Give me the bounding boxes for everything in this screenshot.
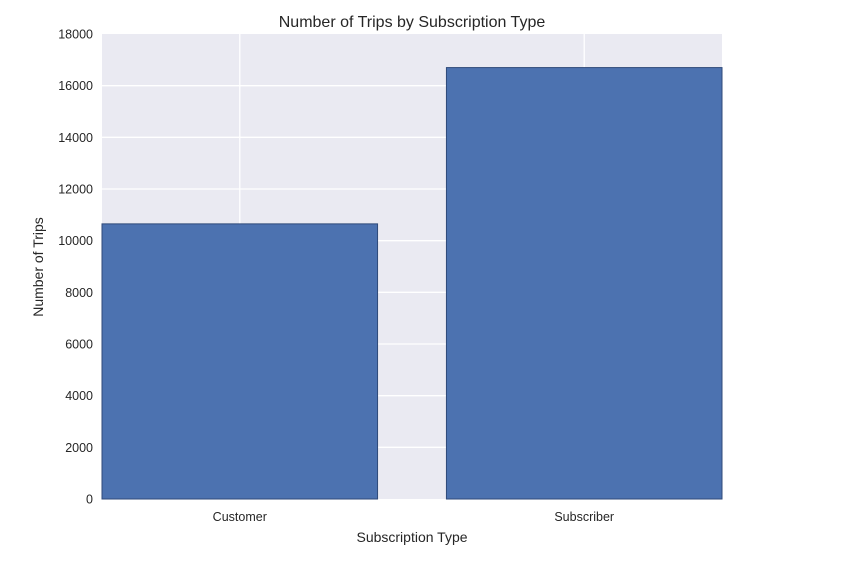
x-axis-label: Subscription Type	[356, 529, 467, 545]
x-tick-label: Customer	[213, 510, 267, 524]
y-tick-label: 16000	[58, 79, 93, 93]
y-tick-label: 0	[86, 493, 93, 507]
bar-customer	[101, 223, 379, 500]
y-tick-label: 14000	[58, 131, 93, 145]
x-axis-ticks: Customer Subscriber	[213, 510, 614, 524]
y-tick-label: 10000	[58, 234, 93, 248]
y-tick-label: 12000	[58, 183, 93, 197]
y-axis-ticks: 0 2000 4000 6000 8000 10000 12000 14000 16000 180…	[58, 28, 93, 507]
y-tick-label: 18000	[58, 28, 93, 42]
bar-subscriber	[445, 67, 723, 500]
y-tick-label: 6000	[65, 338, 93, 352]
y-tick-label: 8000	[65, 286, 93, 300]
chart-title: Number of Trips by Subscription Type	[279, 14, 546, 31]
bars	[101, 67, 723, 500]
y-tick-label: 4000	[65, 389, 93, 403]
y-tick-label: 2000	[65, 441, 93, 455]
x-tick-label: Subscriber	[554, 510, 614, 524]
y-axis-label: Number of Trips	[30, 217, 46, 317]
